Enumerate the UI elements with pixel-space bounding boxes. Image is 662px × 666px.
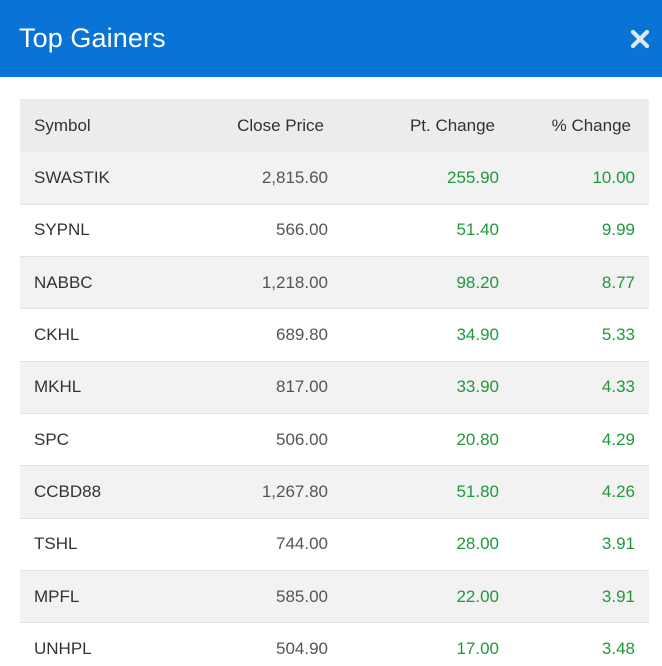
cell-pt-change: 28.00 <box>456 534 499 554</box>
table-body: SWASTIK 2,815.60 255.90 10.00 SYPNL 566.… <box>20 152 649 666</box>
cell-close-price: 744.00 <box>276 534 328 554</box>
cell-pt-change: 51.80 <box>456 481 499 501</box>
cell-symbol: MPFL <box>34 586 80 606</box>
cell-symbol: SPC <box>34 429 69 449</box>
cell-pct-change: 10.00 <box>592 167 635 187</box>
cell-close-price: 566.00 <box>276 220 328 240</box>
cell-close-price: 1,218.00 <box>261 272 328 292</box>
cell-pt-change: 22.00 <box>456 586 499 606</box>
column-header-close-price: Close Price <box>237 115 324 135</box>
cell-pt-change: 17.00 <box>456 638 499 658</box>
cell-symbol: TSHL <box>34 534 78 554</box>
cell-pct-change: 4.33 <box>601 377 635 397</box>
cell-pct-change: 3.48 <box>601 638 635 658</box>
table-row: NABBC 1,218.00 98.20 8.77 <box>20 256 649 309</box>
table-row: MPFL 585.00 22.00 3.91 <box>20 570 649 623</box>
modal-title: Top Gainers <box>19 23 166 53</box>
cell-close-price: 504.90 <box>276 638 328 658</box>
cell-pct-change: 8.77 <box>601 272 635 292</box>
gainers-table: Symbol Close Price Pt. Change % Change S… <box>20 99 649 666</box>
cell-symbol: SWASTIK <box>34 167 110 187</box>
cell-close-price: 817.00 <box>276 377 328 397</box>
column-header-symbol: Symbol <box>34 115 91 135</box>
cell-pt-change: 98.20 <box>456 272 499 292</box>
table-row: SWASTIK 2,815.60 255.90 10.00 <box>20 152 649 205</box>
cell-symbol: SYPNL <box>34 220 90 240</box>
close-icon <box>630 29 650 48</box>
table-row: CCBD88 1,267.80 51.80 4.26 <box>20 465 649 519</box>
cell-close-price: 506.00 <box>276 429 328 449</box>
column-header-pct-change: % Change <box>551 115 631 135</box>
cell-close-price: 689.80 <box>276 325 328 345</box>
table-header-row: Symbol Close Price Pt. Change % Change <box>20 99 649 152</box>
cell-pt-change: 20.80 <box>456 429 499 449</box>
cell-pct-change: 9.99 <box>601 220 635 240</box>
cell-pct-change: 5.33 <box>601 325 635 345</box>
table-row: CKHL 689.80 34.90 5.33 <box>20 308 649 362</box>
cell-close-price: 1,267.80 <box>261 481 328 501</box>
cell-pt-change: 255.90 <box>447 167 499 187</box>
table-row: TSHL 744.00 28.00 3.91 <box>20 518 649 571</box>
cell-symbol: UNHPL <box>34 638 92 658</box>
cell-symbol: CKHL <box>34 325 80 345</box>
cell-pt-change: 34.90 <box>456 325 499 345</box>
cell-pt-change: 51.40 <box>456 220 499 240</box>
table-row: SPC 506.00 20.80 4.29 <box>20 413 649 466</box>
table-row: MKHL 817.00 33.90 4.33 <box>20 361 649 414</box>
column-header-pt-change: Pt. Change <box>409 115 495 135</box>
cell-close-price: 2,815.60 <box>261 167 328 187</box>
table-header: Symbol Close Price Pt. Change % Change <box>20 99 649 152</box>
cell-symbol: MKHL <box>34 377 82 397</box>
cell-pct-change: 4.26 <box>601 481 635 501</box>
cell-symbol: CCBD88 <box>34 481 102 501</box>
cell-close-price: 585.00 <box>276 586 328 606</box>
cell-symbol: NABBC <box>34 272 93 292</box>
modal-header: Top Gainers <box>0 0 662 77</box>
cell-pct-change: 4.29 <box>601 429 635 449</box>
table-row: UNHPL 504.90 17.00 3.48 <box>20 622 649 666</box>
cell-pct-change: 3.91 <box>601 586 635 606</box>
cell-pt-change: 33.90 <box>456 377 499 397</box>
cell-pct-change: 3.91 <box>601 534 635 554</box>
modal-body: Symbol Close Price Pt. Change % Change S… <box>0 77 662 666</box>
table-row: SYPNL 566.00 51.40 9.99 <box>20 204 649 257</box>
close-button[interactable] <box>620 19 660 59</box>
